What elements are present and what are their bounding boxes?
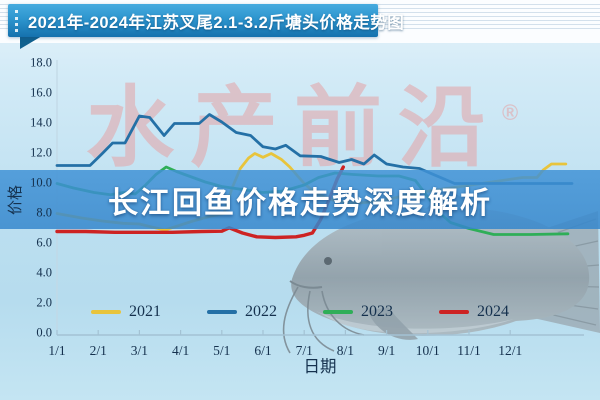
legend-item-2022: 2022: [207, 303, 277, 321]
fish-barbels: [282, 286, 365, 354]
legend-swatch-2021: [91, 310, 121, 314]
legend-swatch-2023: [323, 310, 353, 314]
legend-label: 2024: [477, 303, 509, 320]
legend-item-2023: 2023: [323, 303, 393, 321]
chart-title: 2021年-2024年江苏叉尾2.1-3.2斤塘头价格走势图: [28, 13, 405, 32]
fish-eye: [324, 257, 332, 265]
ribbon-dotted-edge: [15, 9, 18, 32]
legend-label: 2021: [129, 303, 161, 320]
overlay-banner: 长江回鱼价格走势深度解析: [0, 170, 600, 229]
title-ribbon: 2021年-2024年江苏叉尾2.1-3.2斤塘头价格走势图: [8, 4, 404, 37]
registered-trademark-icon: ®: [502, 100, 519, 125]
ribbon-tail: [20, 36, 42, 49]
legend-swatch-2024: [439, 310, 469, 314]
overlay-banner-text: 长江回鱼价格走势深度解析: [108, 186, 492, 220]
legend-item-2021: 2021: [91, 303, 161, 321]
legend-item-2024: 2024: [439, 303, 509, 321]
fish-body: [291, 207, 590, 336]
series-line-2022: [55, 113, 574, 185]
legend-label: 2023: [361, 303, 393, 320]
watermark-text: 水产前沿®: [86, 78, 519, 177]
fish-pectoral-fin: [368, 307, 418, 340]
legend-swatch-2022: [207, 310, 237, 314]
chart-legend: 2021 2022 2023 2024: [0, 303, 600, 321]
legend-label: 2022: [245, 303, 277, 320]
